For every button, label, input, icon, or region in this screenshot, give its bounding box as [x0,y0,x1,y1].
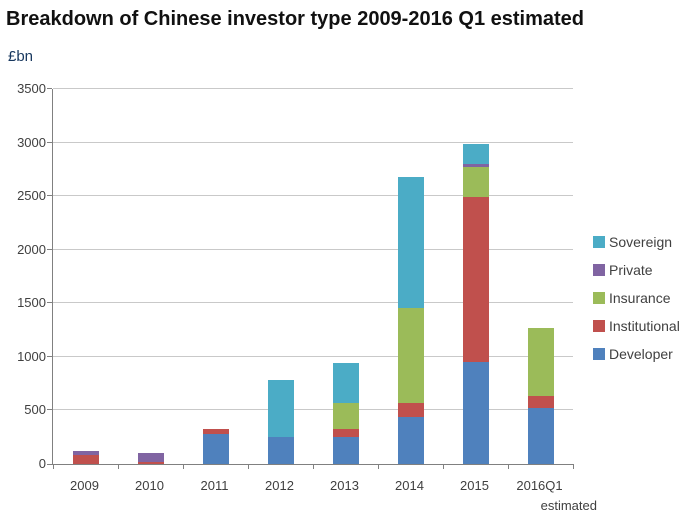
x-axis-tick [118,464,119,469]
bar-segment-insurance-2014 [397,308,424,404]
legend-label: Insurance [609,289,671,306]
legend-swatch-private [593,263,605,276]
x-axis-tick [573,464,574,469]
bar-segment-institutional-2011 [202,429,229,434]
legend-item-insurance: Insurance [593,289,680,306]
legend-item-sovereign: Sovereign [593,233,680,250]
x-axis-label-2010: 2010 [135,478,164,493]
y-axis-unit-label: £bn [8,48,34,65]
bar-segment-institutional-2009 [72,454,99,464]
bar-segment-sovereign-2013 [332,362,359,403]
y-axis-tick-label: 3000 [17,134,46,150]
legend-swatch-developer [593,347,605,360]
x-axis-tick [183,464,184,469]
gridline [53,195,573,197]
x-axis-tick [313,464,314,469]
legend-item-private: Private [593,261,680,278]
y-axis-tick-label: 500 [24,402,46,418]
y-axis-tick-label: 2000 [17,241,46,257]
y-axis-tick-label: 3500 [17,81,46,96]
y-axis-tick-label: 0 [38,456,46,471]
bar-segment-institutional-2016Q1 [527,395,554,409]
bar-segment-developer-2013 [332,437,359,464]
x-axis-label-2016Q1: 2016Q1 [516,478,563,493]
legend: Sovereign Private Insurance Institutional De… [593,233,680,373]
x-axis-tick [248,464,249,469]
legend-item-developer: Developer [593,345,680,362]
legend-label: Sovereign [609,233,673,250]
bar-segment-insurance-2015 [462,166,489,197]
bar-segment-developer-2014 [397,417,424,464]
legend-swatch-insurance [593,291,605,304]
legend-label: Developer [609,345,673,362]
bar-segment-private-2010 [137,452,164,463]
bar-group-2016Q1 [527,327,554,464]
plot-area [47,88,574,469]
bar-segment-developer-2011 [202,434,229,464]
bar-segment-institutional-2014 [397,403,424,418]
bar-group-2014 [397,177,424,464]
bar-segment-institutional-2010 [137,462,164,464]
x-axis-label-2015: 2015 [460,478,489,493]
x-axis-label-2013: 2013 [330,478,359,493]
legend-label: Institutional [609,317,680,334]
bar-segment-insurance-2016Q1 [527,327,554,396]
bar-segment-sovereign-2014 [397,177,424,309]
chart-title: Breakdown of Chinese investor type 2009-… [6,8,584,30]
bar-segment-institutional-2013 [332,429,359,438]
bar-segment-developer-2016Q1 [527,408,554,464]
y-axis-tick [47,195,52,197]
bar-group-2013 [332,362,359,464]
y-axis-tick-label: 1500 [17,295,46,311]
bar-segment-sovereign-2015 [462,143,489,165]
y-axis-tick [47,141,52,143]
gridline [53,302,573,304]
legend-item-institutional: Institutional [593,317,680,334]
gridline [53,141,573,143]
y-axis-tick-label: 2500 [17,188,46,204]
bar-segment-sovereign-2012 [267,379,294,437]
x-axis-label-2012: 2012 [265,478,294,493]
bar-group-2011 [202,429,229,464]
bar-segment-developer-2015 [462,361,489,464]
bar-group-2010 [137,452,164,464]
gridline [53,248,573,250]
y-axis-tick [47,302,52,304]
x-axis-tick [378,464,379,469]
bar-segment-developer-2012 [267,436,294,464]
x-axis-label-2014: 2014 [395,478,424,493]
gridline [53,355,573,357]
x-axis-label-2011: 2011 [200,478,229,493]
bar-group-2012 [267,379,294,464]
x-axis-note: estimated [540,498,597,513]
y-axis-tick [47,355,52,357]
legend-swatch-sovereign [593,235,605,248]
bar-group-2009 [72,450,99,464]
x-axis-label-2009: 2009 [70,478,99,493]
bar-group-2015 [462,143,489,464]
legend-label: Private [609,261,653,278]
y-axis-tick [47,409,52,411]
y-axis-tick [47,464,52,465]
y-axis-tick [47,248,52,250]
y-axis-tick [47,88,52,89]
y-axis-tick-label: 1000 [17,348,46,364]
x-axis-tick [508,464,509,469]
x-axis-tick [53,464,54,469]
bar-segment-private-2015 [462,164,489,167]
gridline [53,409,573,411]
legend-swatch-institutional [593,319,605,332]
gridline [53,88,573,89]
x-axis-tick [443,464,444,469]
bar-segment-institutional-2015 [462,196,489,362]
bar-segment-private-2009 [72,450,99,455]
bar-segment-insurance-2013 [332,402,359,430]
